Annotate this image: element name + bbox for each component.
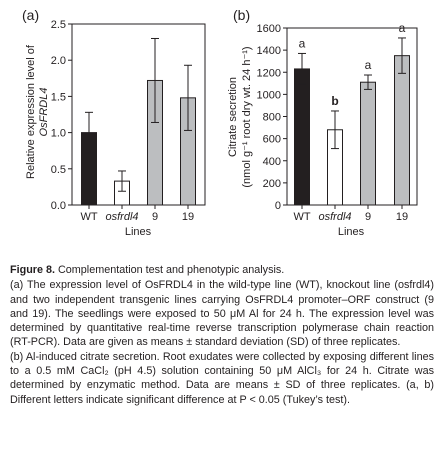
x-axis-title-a: Lines bbox=[125, 226, 152, 238]
y-tick-label-b: 1400 bbox=[257, 45, 281, 57]
caption-title: Figure 8. Complementation test and pheno… bbox=[10, 263, 434, 277]
category-label-a: osfrdl4 bbox=[105, 211, 138, 223]
y-tick-label-b: 0 bbox=[275, 200, 281, 212]
significance-letter-b: a bbox=[399, 21, 406, 35]
significance-letter-b: a bbox=[299, 36, 306, 50]
category-label-a: WT bbox=[80, 211, 97, 223]
y-axis-title-a: Relative expression level of bbox=[25, 44, 37, 179]
y-tick-label-a: 2.5 bbox=[51, 19, 66, 31]
category-label-a: 9 bbox=[152, 211, 158, 223]
category-label-b: WT bbox=[293, 211, 310, 223]
y-tick-label-b: 600 bbox=[263, 134, 281, 146]
y-axis-title-a: OsFRDL4 bbox=[38, 88, 50, 137]
caption-paragraph-a: (a) The expression level of OsFRDL4 in t… bbox=[10, 279, 434, 349]
y-tick-label-a: 0.5 bbox=[51, 164, 66, 176]
y-tick-label-b: 400 bbox=[263, 156, 281, 168]
x-axis-title-b: Lines bbox=[338, 226, 365, 238]
y-tick-label-a: 1.0 bbox=[51, 128, 66, 140]
figure-caption: Figure 8. Complementation test and pheno… bbox=[10, 263, 434, 407]
significance-letter-b: a bbox=[365, 58, 372, 72]
y-tick-label-b: 1000 bbox=[257, 89, 281, 101]
y-tick-label-b: 1600 bbox=[257, 23, 281, 35]
category-label-b: osfrdl4 bbox=[318, 211, 351, 223]
y-tick-label-a: 1.5 bbox=[51, 91, 66, 103]
y-tick-label-a: 0.0 bbox=[51, 200, 66, 212]
category-label-a: 19 bbox=[182, 211, 194, 223]
y-tick-label-a: 2.0 bbox=[51, 55, 66, 67]
y-tick-label-b: 200 bbox=[263, 178, 281, 190]
y-axis-title-b: Citrate secretion bbox=[227, 77, 239, 157]
y-axis-title-b: (nmol g⁻¹ root dry wt. 24 h⁻¹) bbox=[241, 46, 253, 187]
y-tick-label-b: 1200 bbox=[257, 67, 281, 79]
y-tick-label-b: 800 bbox=[263, 112, 281, 124]
panel-label-b: (b) bbox=[233, 7, 250, 23]
significance-letter-b: b bbox=[331, 94, 338, 108]
caption-title-text: Complementation test and phenotypic anal… bbox=[55, 264, 285, 276]
plot-frame-a bbox=[71, 23, 206, 206]
category-label-b: 19 bbox=[396, 211, 408, 223]
panel-label-a: (a) bbox=[22, 7, 39, 23]
category-label-b: 9 bbox=[365, 211, 371, 223]
bar-b-9 bbox=[360, 81, 376, 206]
caption-paragraph-b: (b) Al-induced citrate secretion. Root e… bbox=[10, 350, 434, 406]
bar-b-WT bbox=[294, 68, 310, 206]
caption-title-bold: Figure 8. bbox=[10, 264, 55, 276]
figure-8-charts: (a) 0.0 0.5 1.0 1.5 2.0 2.5 Relative expression… bbox=[22, 7, 418, 238]
bar-b-19 bbox=[394, 55, 410, 206]
